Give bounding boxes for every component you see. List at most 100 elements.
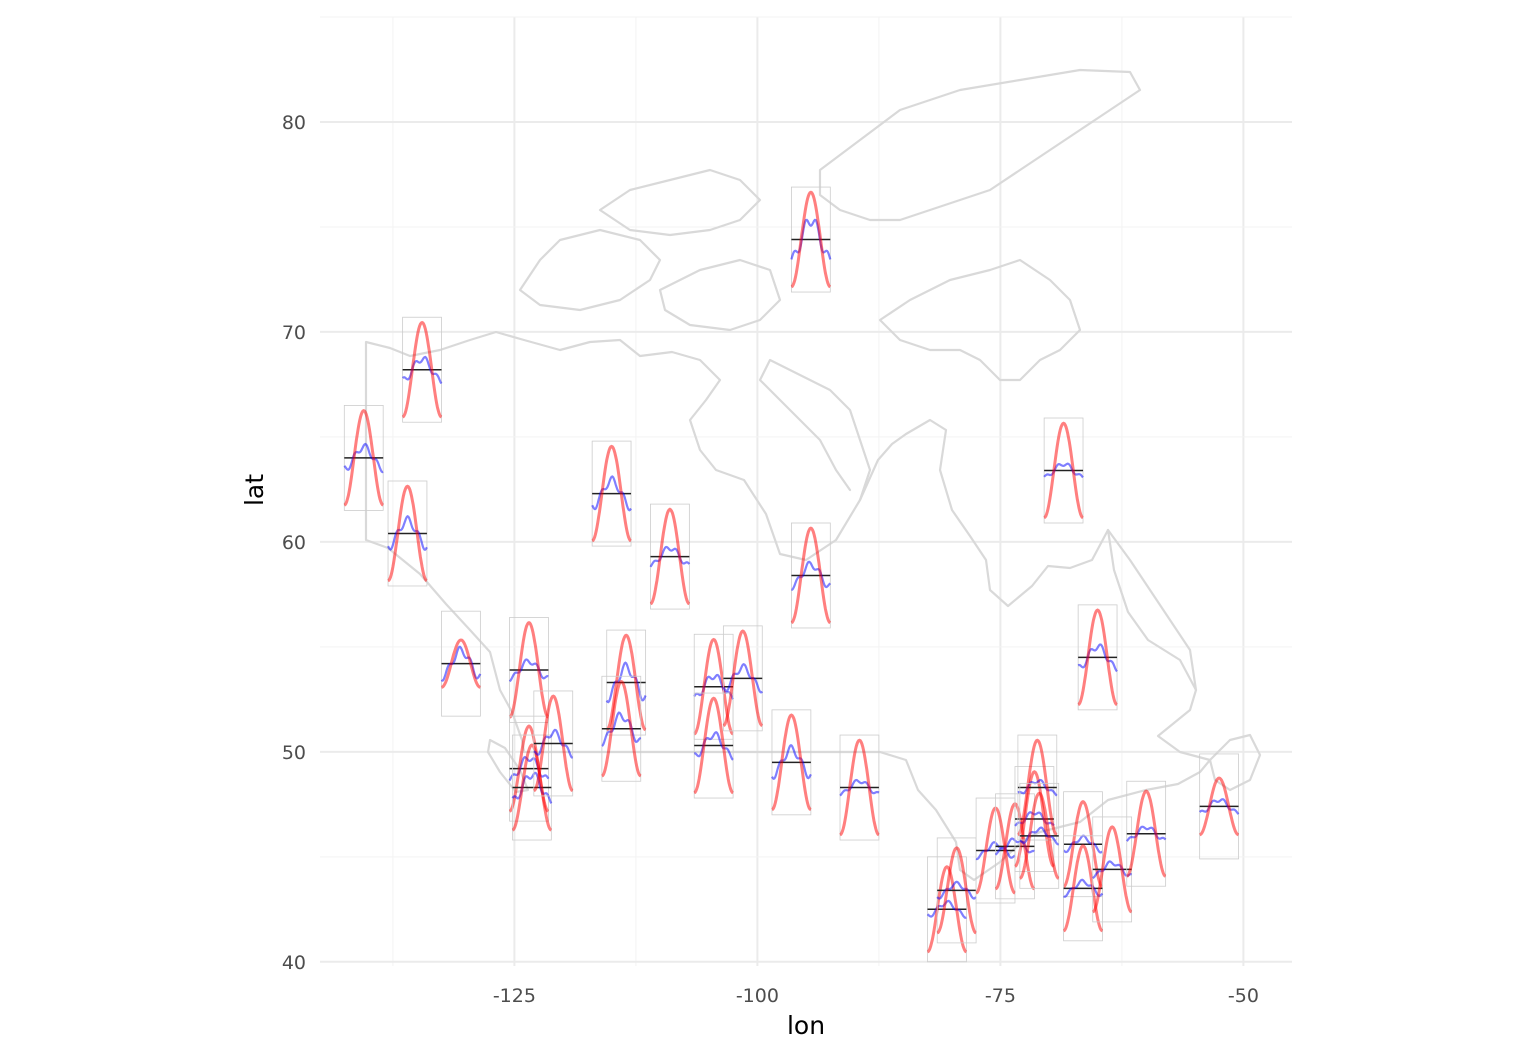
glyph-series-blue <box>1017 778 1058 797</box>
station-glyph <box>1063 835 1104 942</box>
glyph-series-red <box>693 696 734 795</box>
glyph-series-red <box>1077 608 1118 706</box>
glyph-series-red <box>649 507 691 606</box>
glyph-series-blue <box>649 545 691 568</box>
glyph-series-red <box>722 629 763 727</box>
glyph-series-red <box>1063 800 1104 889</box>
y-tick-label: 70 <box>282 322 306 344</box>
glyph-series-blue <box>1063 878 1104 898</box>
glyph-series-red <box>790 190 831 289</box>
glyph-series-red <box>401 320 443 419</box>
station-glyph <box>511 734 553 841</box>
glyph-series-blue <box>936 880 977 900</box>
map-outline-ellesmere <box>818 68 1142 222</box>
glyph-series-red <box>1126 789 1167 878</box>
glyph-series-blue <box>722 662 764 694</box>
glyph-series-blue <box>791 560 832 591</box>
station-glyph <box>440 610 482 717</box>
glyph-series-blue <box>591 475 632 512</box>
station-glyph <box>1043 417 1084 524</box>
station-glyph <box>771 709 812 816</box>
x-tick-label: -125 <box>493 985 536 1007</box>
station-glyph <box>1125 780 1167 887</box>
station-glyph <box>790 186 832 293</box>
glyph-series-blue <box>1077 643 1118 673</box>
glyph-series-red <box>591 444 632 543</box>
y-tick-label: 50 <box>282 742 306 764</box>
x-tick-label: -100 <box>736 985 779 1007</box>
map-outline-victoria <box>658 258 782 332</box>
map-outline-hudson-bay <box>758 358 872 502</box>
glyph-series-red <box>1017 738 1058 837</box>
glyph-series-blue <box>790 218 832 260</box>
glyph-series-red <box>1043 421 1084 520</box>
glyph-series-red <box>839 738 880 837</box>
y-tick-label: 80 <box>282 112 306 134</box>
map-outline-islands-west <box>518 228 662 312</box>
glyph-series-blue <box>601 711 642 747</box>
glyph-series-blue <box>605 661 647 704</box>
glyphs <box>343 186 1240 963</box>
glyph-series-red <box>441 638 481 689</box>
station-glyph <box>839 734 880 841</box>
station-glyph <box>1019 782 1060 889</box>
glyph-series-blue <box>1043 462 1084 479</box>
station-glyph <box>926 856 967 963</box>
station-glyph <box>693 692 734 799</box>
glyph-series-red <box>1199 776 1240 837</box>
glyph-series-red <box>936 846 977 935</box>
glyph-series-blue <box>1092 860 1132 879</box>
glyph-series-blue <box>1019 826 1059 846</box>
y-tick-label: 40 <box>282 952 306 974</box>
glyph-series-blue <box>401 355 443 385</box>
glyph-series-red <box>511 743 552 832</box>
station-glyph <box>1198 753 1240 860</box>
glyph-series-red <box>601 679 642 778</box>
map-outline-mainland <box>364 330 1212 882</box>
map-outline-islands-mid <box>598 168 762 237</box>
glyph-series-blue <box>839 778 880 797</box>
x-tick-label: -75 <box>985 985 1016 1007</box>
station-glyph <box>649 503 691 610</box>
glyph-series-blue <box>533 728 573 759</box>
station-glyph <box>936 837 977 944</box>
y-axis-title: lat <box>240 474 269 506</box>
station-glyph <box>343 405 384 511</box>
map-outline-baffin <box>878 258 1082 382</box>
glyph-series-red <box>1019 791 1060 880</box>
station-glyph <box>508 617 550 723</box>
station-glyph <box>790 522 832 629</box>
glyph-series-red <box>926 865 967 954</box>
glyph-series-blue <box>1198 798 1240 815</box>
glyph-series-red <box>343 409 384 507</box>
station-glyph <box>401 316 443 423</box>
glyph-series-blue <box>1125 825 1167 842</box>
canada-map <box>364 68 1262 882</box>
station-glyph <box>1017 734 1058 841</box>
glyph-series-red <box>1092 825 1133 914</box>
glyph-series-blue <box>771 744 812 781</box>
glyph-series-blue <box>343 442 384 474</box>
glyph-series-red <box>771 713 812 811</box>
grid <box>320 16 1292 966</box>
x-axis-title: lon <box>787 1011 825 1040</box>
station-glyph <box>533 690 574 797</box>
station-glyph <box>387 480 428 587</box>
glyph-series-blue <box>508 658 549 683</box>
x-tick-label: -50 <box>1228 985 1259 1007</box>
station-glyph <box>1077 604 1118 711</box>
map-outline-labrador <box>1106 528 1198 692</box>
station-glyph <box>601 675 642 782</box>
glyph-series-red <box>790 526 831 625</box>
tick-labels: -125 -100 -75 -50 40 50 60 70 80 <box>282 112 1259 1007</box>
glyph-series-blue <box>387 515 428 551</box>
station-glyph <box>591 440 632 547</box>
glyph-series-blue <box>694 730 734 761</box>
station-glyph <box>722 625 764 732</box>
station-glyph <box>693 633 735 740</box>
station-glyph <box>1092 816 1133 923</box>
glyph-series-blue <box>693 673 735 700</box>
glyph-series-red <box>508 621 550 719</box>
glyph-series-blue <box>926 899 967 919</box>
